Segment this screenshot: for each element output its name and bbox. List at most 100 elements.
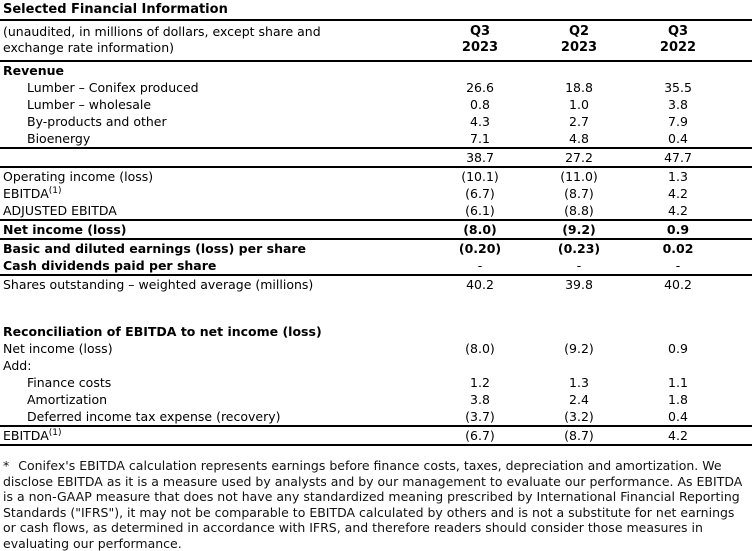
cell-value: 1.8: [668, 392, 688, 407]
row-label: Shares outstanding – weighted average (m…: [3, 277, 314, 292]
filler-cell: [728, 391, 752, 408]
cell-value: (6.7): [465, 186, 495, 201]
cell-value: 39.8: [565, 277, 593, 292]
column-header-q2-2023: Q2 2023: [530, 20, 628, 62]
cell-value: (8.8): [530, 202, 628, 221]
cell-value: (6.7): [430, 426, 530, 446]
caption-line-2: exchange rate information): [3, 40, 175, 55]
cell-value: 3.8: [668, 97, 688, 112]
cell-value: 0.9: [668, 341, 688, 356]
table-row: By-products and other 4.3 2.7 7.9: [0, 113, 752, 130]
table-row: Revenue: [0, 61, 752, 79]
cell-value: [628, 61, 728, 79]
cell-value: 2.7: [569, 114, 589, 129]
title-row: Selected Financial Information: [0, 2, 752, 21]
cell-value: 4.2: [628, 426, 728, 446]
column-header-quarter: Q3: [469, 24, 491, 39]
cell-value: 7.9: [668, 114, 688, 129]
footnote-ref: (1): [48, 428, 62, 438]
table-row: ADJUSTED EBITDA (6.1) (8.8) 4.2: [0, 202, 752, 221]
column-header-year: 2023: [560, 40, 598, 55]
cell-value: [628, 323, 728, 340]
column-header-quarter: Q2: [568, 24, 590, 39]
cell-value: [530, 61, 628, 79]
cell-value: 35.5: [664, 80, 692, 95]
cell-value: 4.2: [628, 202, 728, 221]
row-label: Operating income (loss): [3, 169, 154, 184]
cell-value: [430, 357, 530, 374]
cell-value: 1.1: [668, 375, 688, 390]
cell-value: 40.2: [466, 277, 494, 292]
cell-value: (9.2): [530, 220, 628, 240]
cell-value: 1.2: [470, 375, 490, 390]
table-row: Amortization 3.8 2.4 1.8: [0, 391, 752, 408]
cell-value: 3.8: [470, 392, 490, 407]
row-label: Finance costs: [27, 375, 112, 390]
financial-table: Selected Financial Information (unaudite…: [0, 2, 752, 446]
table-row: Finance costs 1.2 1.3 1.1: [0, 374, 752, 391]
table-row: Shares outstanding – weighted average (m…: [0, 275, 752, 293]
row-label: [0, 148, 430, 168]
table-row: Operating income (loss) (10.1) (11.0) 1.3: [0, 167, 752, 185]
filler-cell: [728, 79, 752, 96]
cell-value: (0.23): [557, 241, 601, 256]
column-header-q3-2022: Q3 2022: [628, 20, 728, 62]
cell-value: -: [628, 257, 728, 276]
table-row: Net income (loss) (8.0) (9.2) 0.9: [0, 220, 752, 240]
row-label: Bioenergy: [0, 130, 430, 149]
filler-cell: [728, 220, 752, 240]
cell-value: 1.3: [668, 169, 688, 184]
column-header-quarter: Q3: [667, 24, 689, 39]
table-row: Cash dividends paid per share - - -: [0, 257, 752, 276]
cell-value: (10.1): [461, 169, 499, 184]
cell-value: 47.7: [628, 148, 728, 168]
cell-value: (8.0): [465, 341, 495, 356]
filler-cell: [728, 185, 752, 202]
filler-cell: [728, 357, 752, 374]
row-label: Lumber – Conifex produced: [27, 80, 199, 95]
row-label: ADJUSTED EBITDA: [0, 202, 430, 221]
cell-value: (0.20): [458, 241, 502, 256]
footnote-marker: *: [3, 458, 10, 473]
cell-value: (6.1): [430, 202, 530, 221]
cell-value: -: [530, 257, 628, 276]
table-row: Reconciliation of EBITDA to net income (…: [0, 323, 752, 340]
table-caption: (unaudited, in millions of dollars, exce…: [0, 20, 430, 62]
row-label: Basic and diluted earnings (loss) per sh…: [3, 241, 307, 256]
filler-cell: [728, 408, 752, 427]
filler-cell: [728, 20, 752, 62]
row-label: Add:: [3, 358, 32, 373]
table-row: Basic and diluted earnings (loss) per sh…: [0, 239, 752, 257]
filler-cell: [728, 426, 752, 446]
table-row: Lumber – wholesale 0.8 1.0 3.8: [0, 96, 752, 113]
row-label: Net income (loss): [3, 341, 113, 356]
row-label: EBITDA(1): [3, 186, 62, 201]
filler-cell: [728, 167, 752, 185]
filler-cell: [728, 275, 752, 293]
filler-cell: [728, 130, 752, 149]
filler-cell: [728, 96, 752, 113]
cell-value: [628, 357, 728, 374]
cell-value: [430, 61, 530, 79]
column-header-year: 2023: [461, 40, 499, 55]
cell-value: (9.2): [564, 341, 594, 356]
cell-value: (3.2): [530, 408, 628, 427]
column-header-row: (unaudited, in millions of dollars, exce…: [0, 20, 752, 62]
cell-value: 40.2: [664, 277, 692, 292]
cell-value: 0.9: [628, 220, 728, 240]
table-row: Add:: [0, 357, 752, 374]
spacer-cell: [0, 293, 752, 323]
cell-value: (3.7): [430, 408, 530, 427]
cell-value: 4.8: [530, 130, 628, 149]
cell-value: 26.6: [466, 80, 494, 95]
cell-value: 0.4: [628, 408, 728, 427]
filler-cell: [728, 257, 752, 276]
spacer-row: [0, 293, 752, 323]
table-row: Deferred income tax expense (recovery) (3…: [0, 408, 752, 427]
cell-value: 1.3: [569, 375, 589, 390]
filler-cell: [728, 61, 752, 79]
cell-value: (11.0): [560, 169, 598, 184]
cell-value: 0.02: [662, 241, 694, 256]
filler-cell: [728, 202, 752, 221]
filler-cell: [728, 323, 752, 340]
